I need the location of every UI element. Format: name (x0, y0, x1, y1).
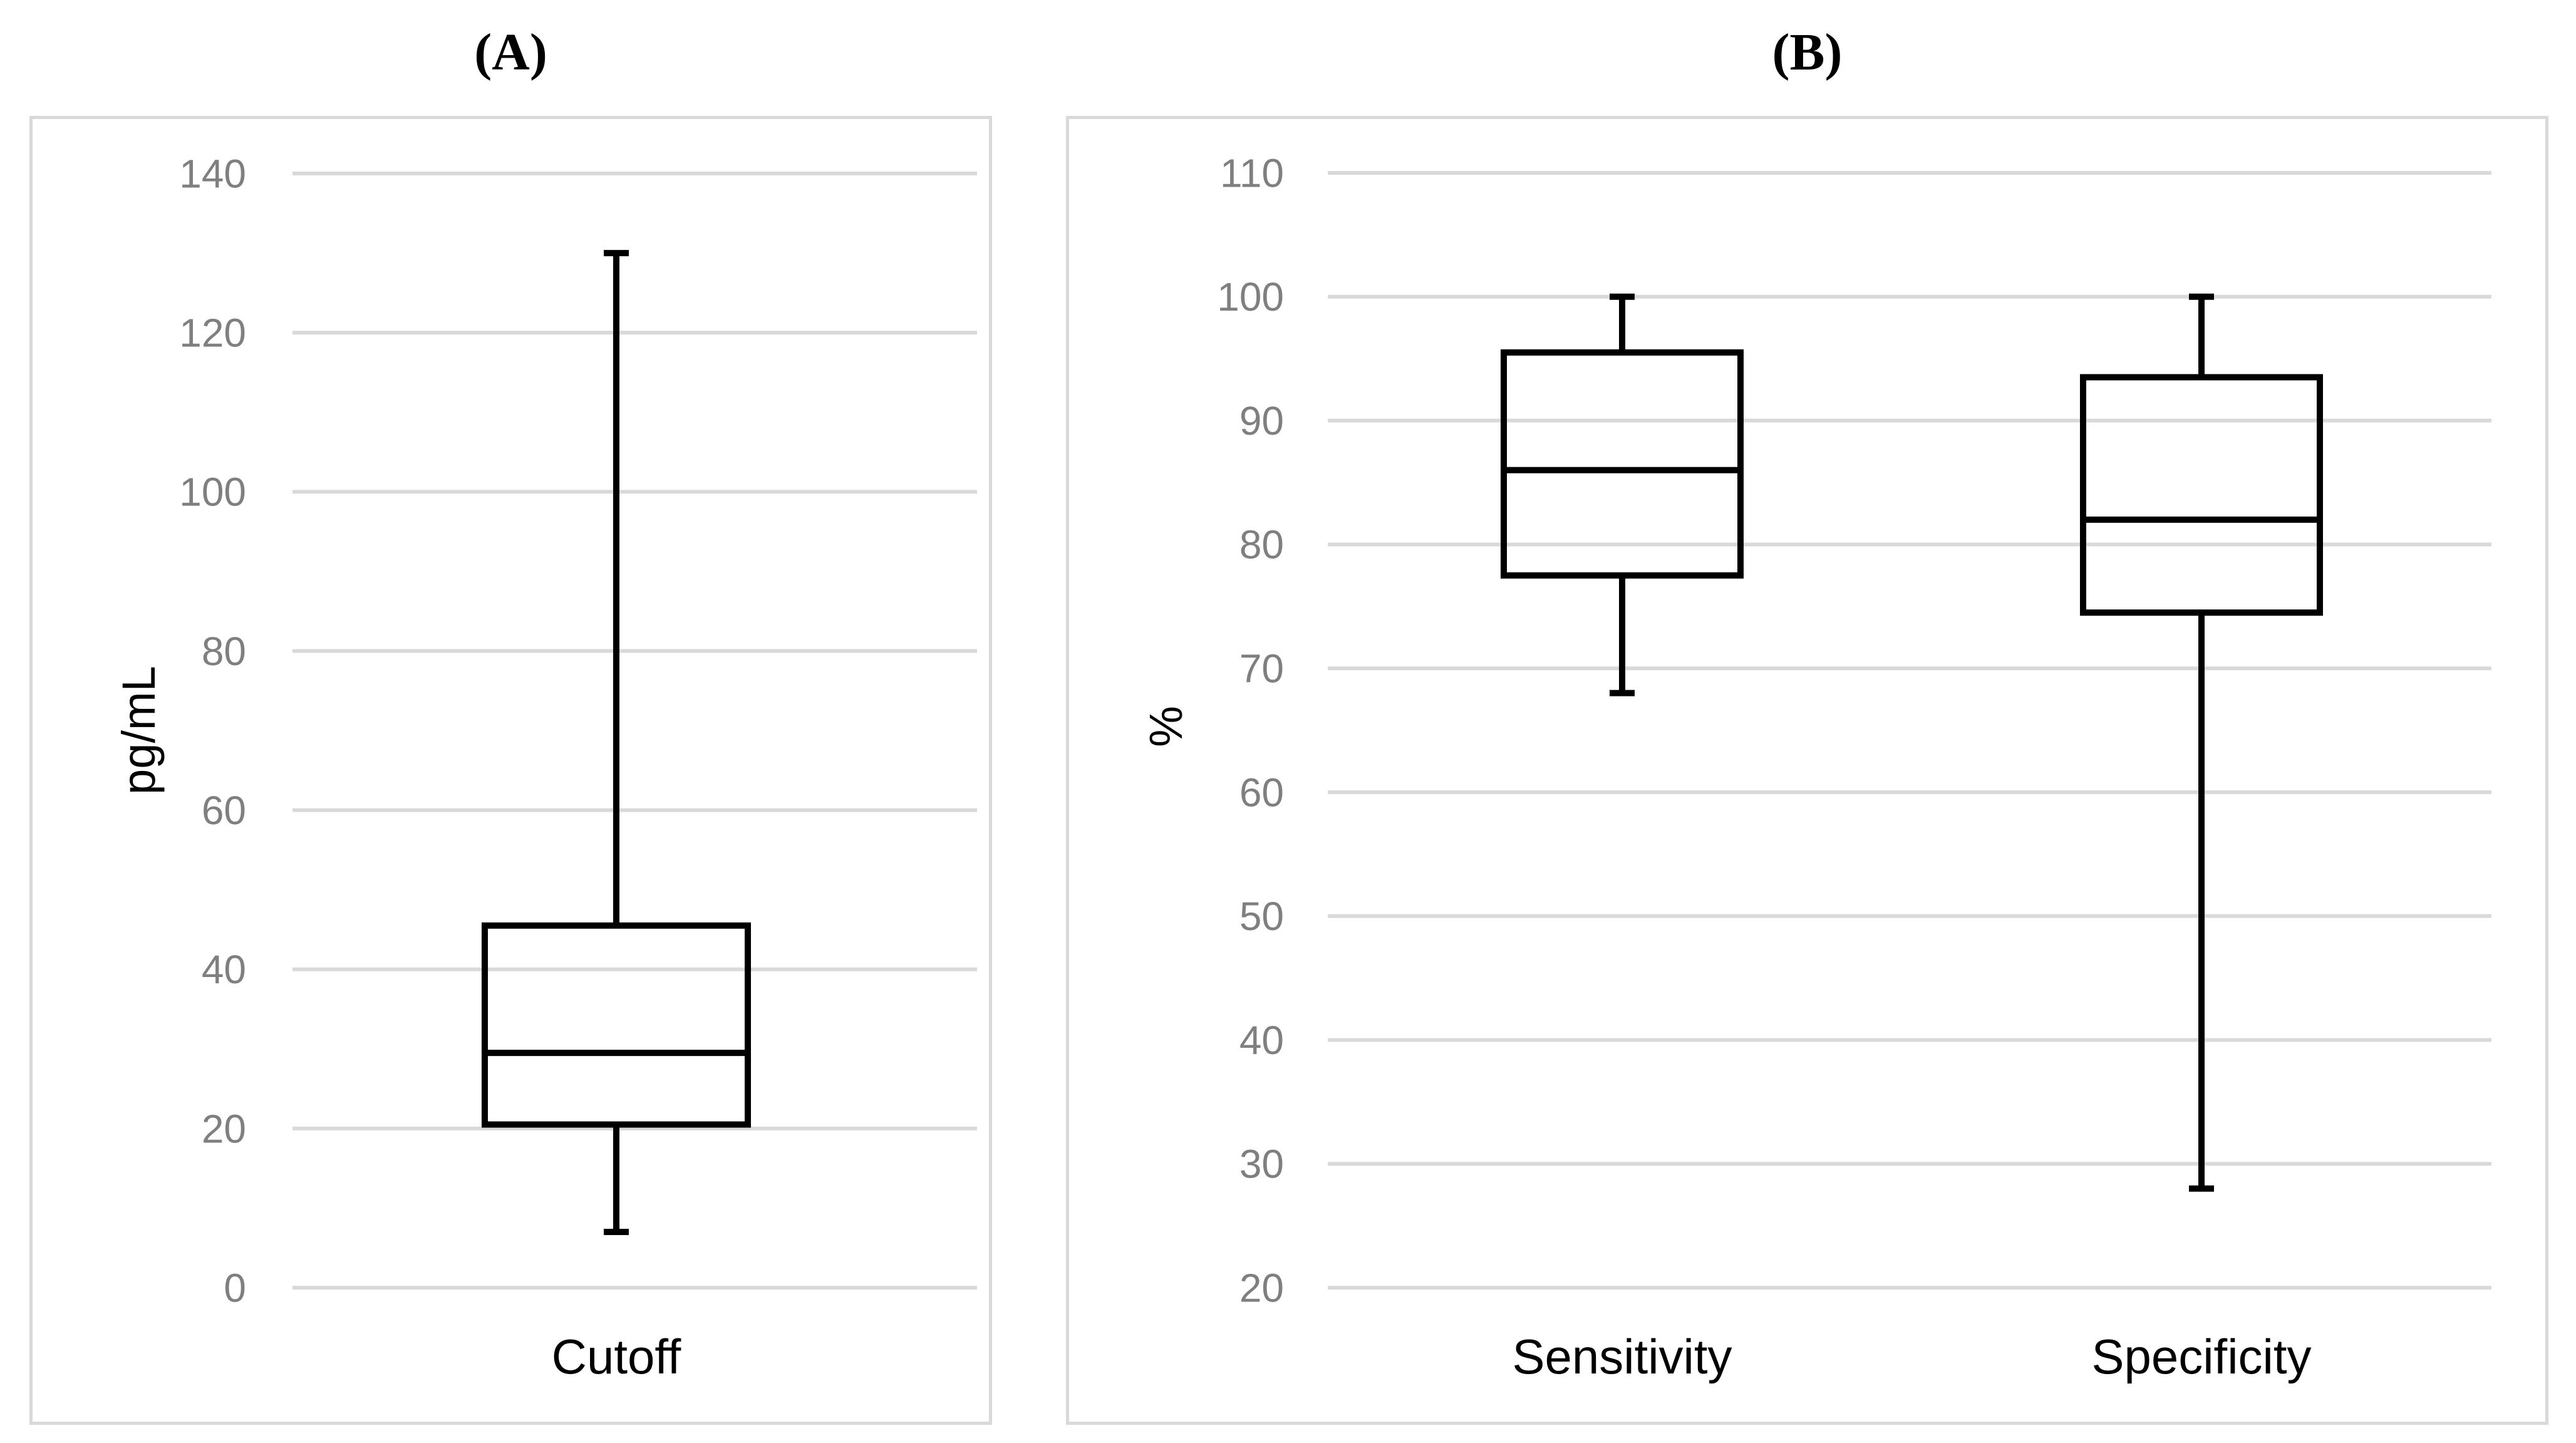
category-label-sensitivity: Sensitivity (1512, 1329, 1732, 1384)
panel-a-frame (29, 116, 992, 1425)
y-tick-label: 80 (1239, 522, 1284, 567)
y-tick-label: 50 (1239, 894, 1284, 939)
y-tick-label: 140 (179, 151, 246, 196)
y-tick-label: 20 (202, 1106, 246, 1151)
y-tick-label: 30 (1239, 1142, 1284, 1187)
y-tick-label: 40 (1239, 1018, 1284, 1063)
panel-a-title: (A) (474, 23, 547, 81)
y-tick-label: 120 (179, 311, 246, 356)
category-label-specificity: Specificity (2091, 1329, 2312, 1384)
y-tick-label: 80 (202, 629, 246, 674)
y-tick-label: 20 (1239, 1265, 1284, 1310)
y-tick-label: 60 (1239, 770, 1284, 815)
y-tick-label: 110 (1220, 150, 1284, 195)
y-tick-label: 100 (179, 470, 246, 515)
category-label-cutoff: Cutoff (551, 1329, 681, 1384)
boxplot-box (1501, 349, 1744, 579)
boxplot-box (482, 922, 751, 1128)
y-tick-label: 40 (202, 947, 246, 992)
y-tick-label: 90 (1239, 398, 1284, 443)
boxplot-box (2080, 374, 2323, 616)
panel-b-frame (1066, 116, 2548, 1425)
y-tick-label: 100 (1217, 274, 1284, 319)
y-tick-label: 0 (224, 1265, 246, 1310)
y-tick-label: 60 (202, 788, 246, 833)
panel-b-title: (B) (1772, 23, 1843, 81)
y-tick-label: 70 (1239, 646, 1284, 691)
